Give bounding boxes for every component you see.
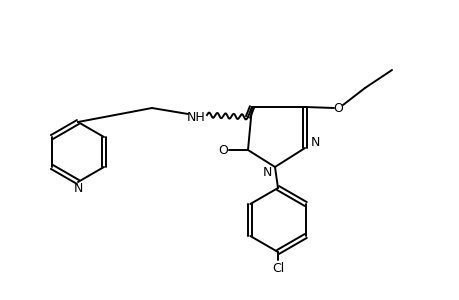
Text: NH: NH bbox=[186, 110, 205, 124]
Text: N: N bbox=[262, 167, 271, 179]
Text: O: O bbox=[332, 101, 342, 115]
Text: O: O bbox=[218, 143, 228, 157]
Text: Cl: Cl bbox=[271, 262, 284, 275]
Text: N: N bbox=[73, 182, 83, 196]
Text: N: N bbox=[310, 136, 319, 148]
